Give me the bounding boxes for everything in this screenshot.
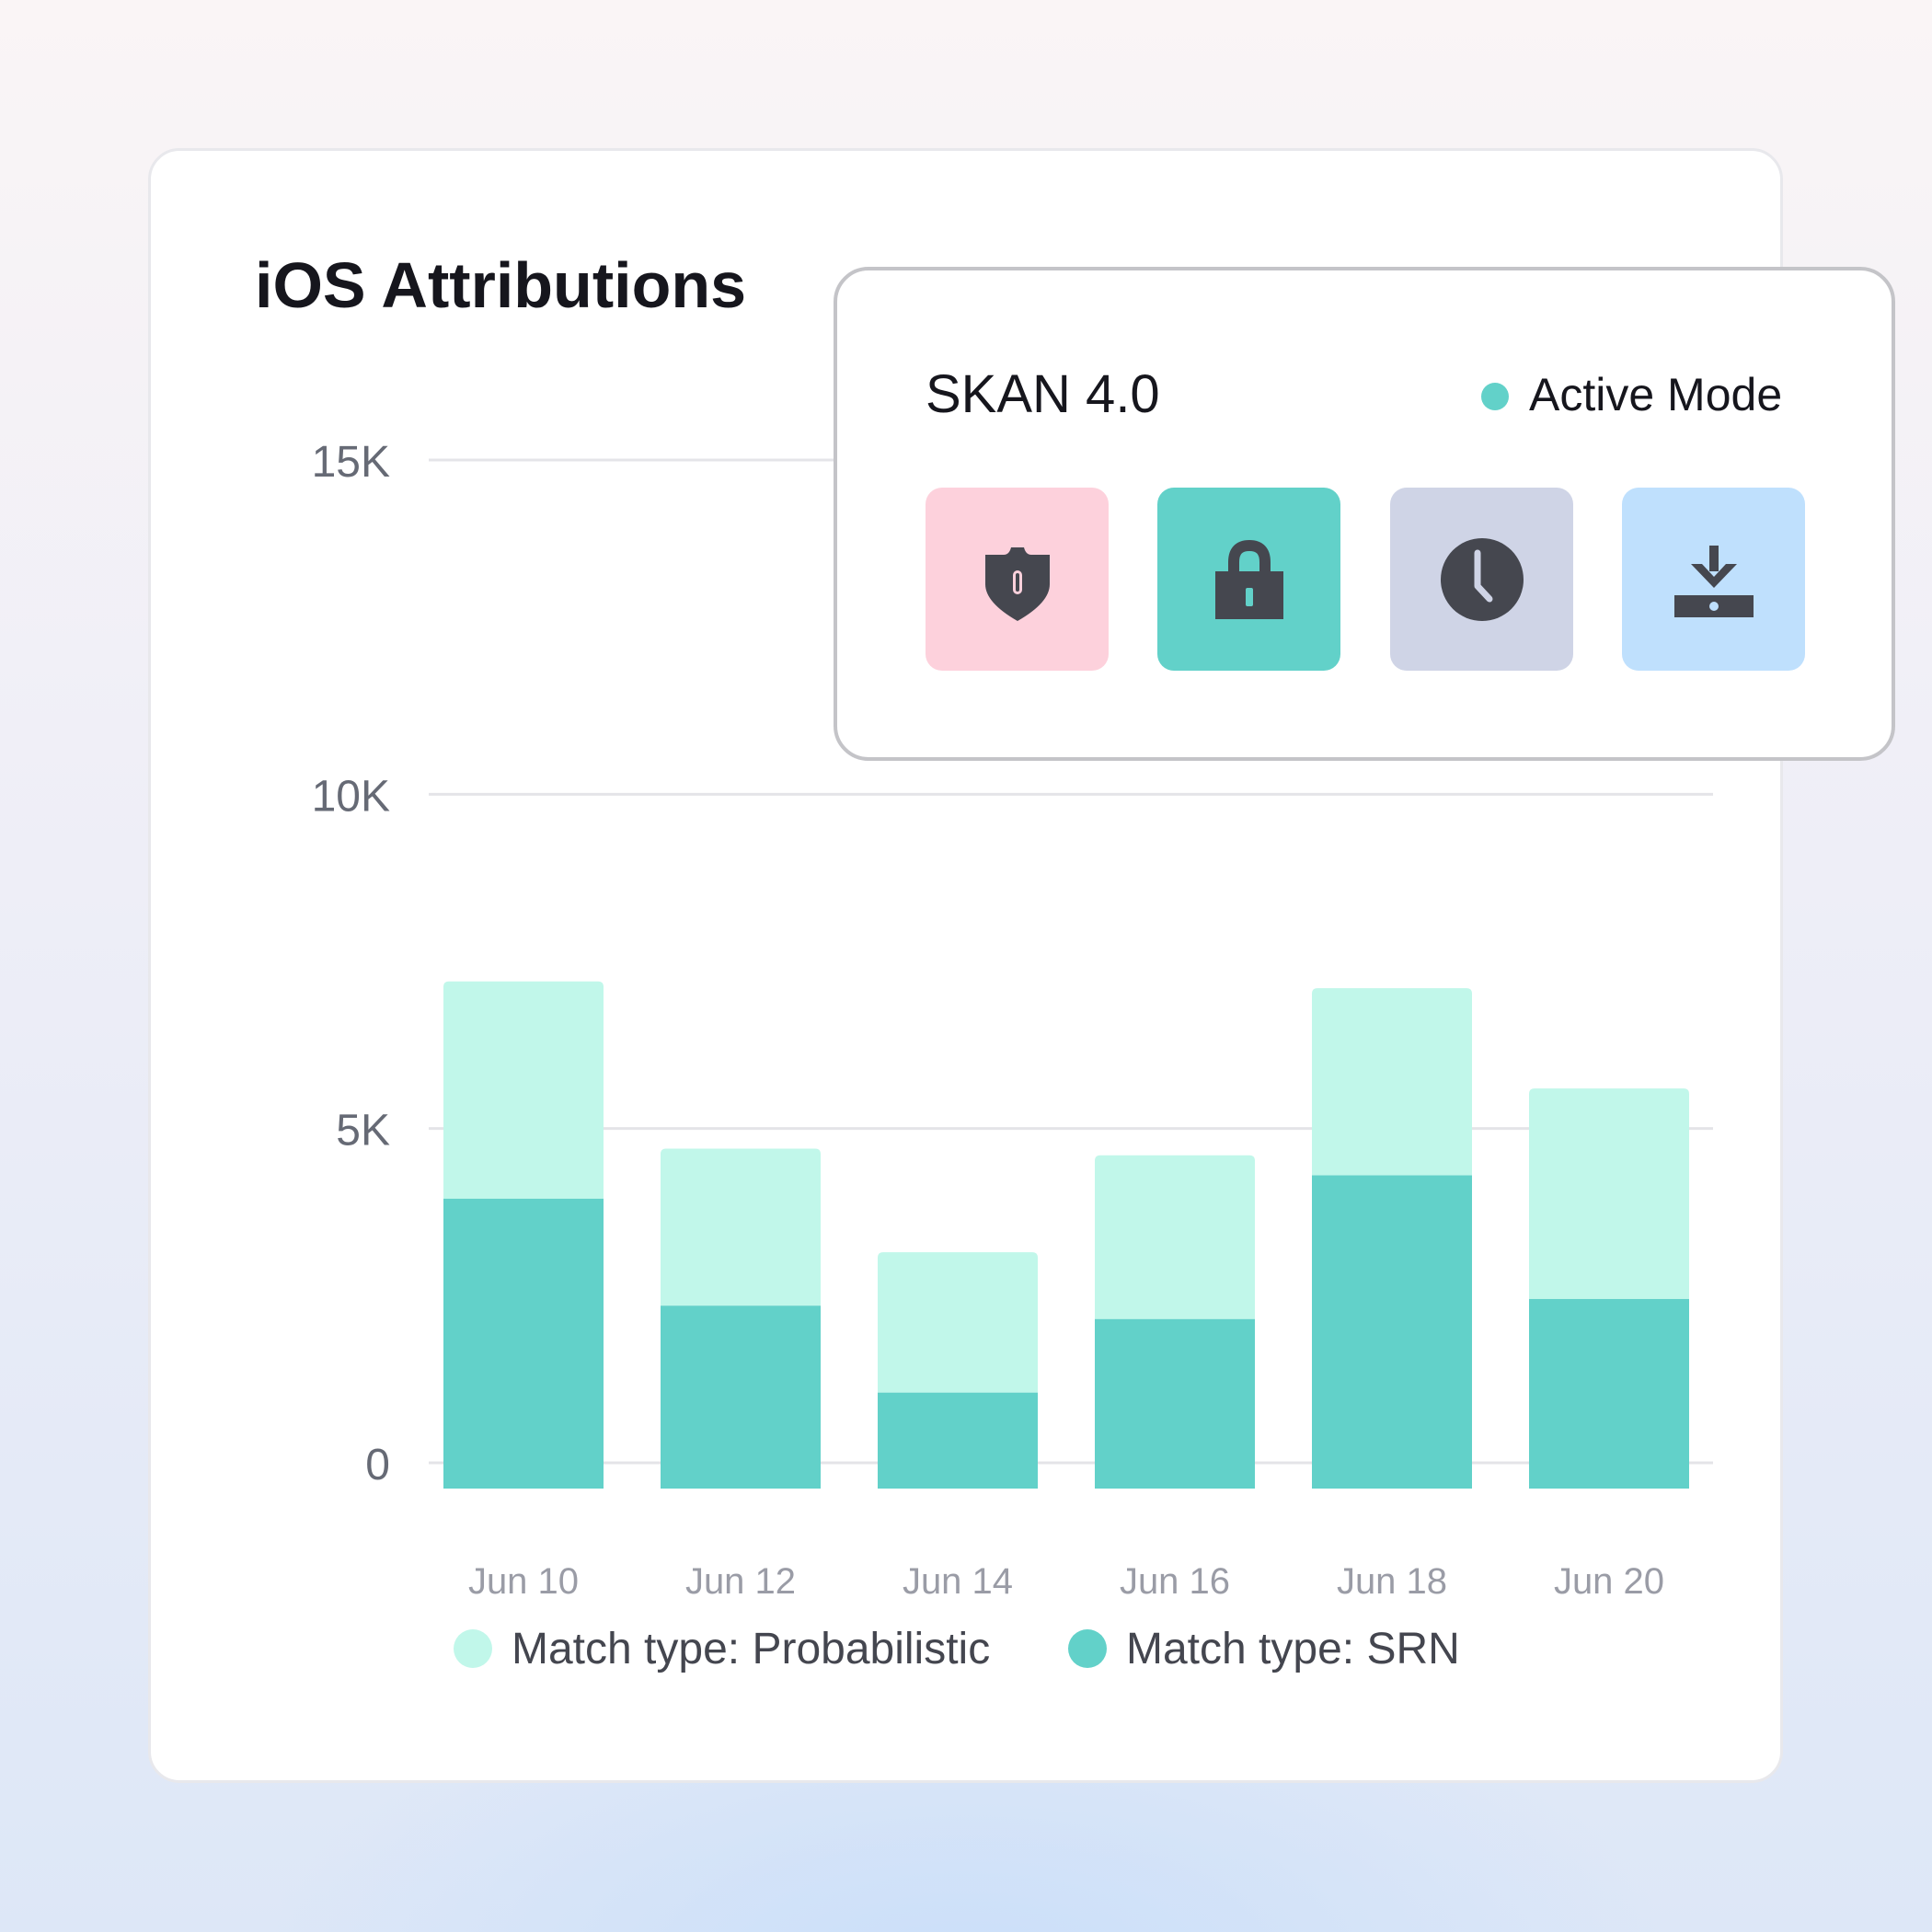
chart-title: iOS Attributions	[255, 249, 747, 321]
x-tick-label: Jun 18	[1337, 1561, 1447, 1602]
bar-probabilistic	[661, 1148, 821, 1306]
legend-label: Match type: Probabilistic	[512, 1625, 990, 1673]
bar-probabilistic	[878, 1252, 1038, 1393]
skan-version-label: SKAN 4.0	[926, 364, 1160, 424]
status-dot	[1481, 383, 1509, 410]
download-icon	[1673, 545, 1754, 617]
bar-srn	[878, 1392, 1038, 1489]
lock-tile[interactable]	[1157, 488, 1340, 671]
status-label: Active Mode	[1529, 369, 1783, 420]
x-tick-label: Jun 14	[903, 1561, 1013, 1602]
download-tile[interactable]	[1622, 488, 1805, 671]
bar-probabilistic	[443, 981, 604, 1199]
bar-probabilistic	[1312, 988, 1472, 1176]
legend-swatch	[454, 1629, 492, 1668]
bar-probabilistic	[1529, 1088, 1689, 1299]
bar-probabilistic	[1095, 1155, 1255, 1319]
y-tick-label: 5K	[336, 1107, 390, 1156]
bar-srn	[443, 1198, 604, 1489]
x-tick-label: Jun 20	[1554, 1561, 1664, 1602]
x-tick-label: Jun 10	[468, 1561, 579, 1602]
legend-label: Match type: SRN	[1126, 1625, 1460, 1673]
lock-icon	[1214, 539, 1283, 619]
clock-icon	[1440, 537, 1524, 621]
bar-srn	[1312, 1175, 1472, 1489]
y-tick-label: 0	[365, 1441, 390, 1489]
x-tick-label: Jun 12	[685, 1561, 796, 1602]
x-tick-label: Jun 16	[1120, 1561, 1230, 1602]
clock-tile[interactable]	[1390, 488, 1573, 671]
y-tick-label: 15K	[312, 438, 390, 487]
bar-srn	[661, 1305, 821, 1489]
y-tick-label: 10K	[312, 772, 390, 821]
shield-icon	[984, 546, 1050, 621]
legend-swatch	[1068, 1629, 1107, 1668]
bar-srn	[1529, 1298, 1689, 1489]
bar-srn	[1095, 1318, 1255, 1489]
shield-tile[interactable]	[926, 488, 1109, 671]
